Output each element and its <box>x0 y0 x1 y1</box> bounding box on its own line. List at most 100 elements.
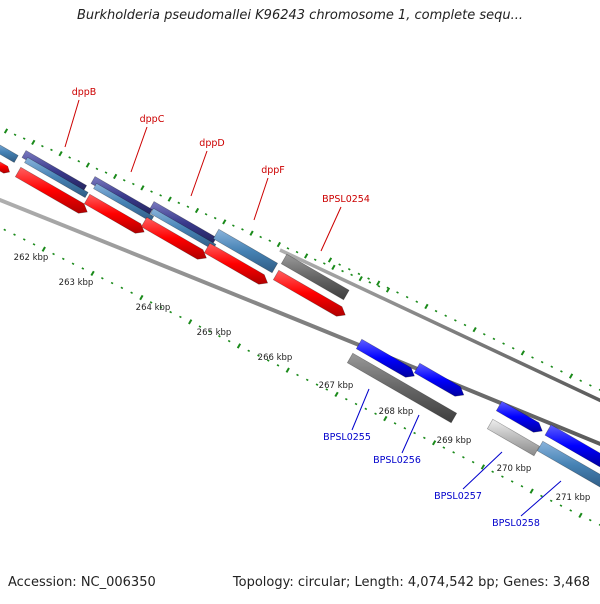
major-tick <box>570 374 573 378</box>
minor-tick <box>455 320 456 321</box>
label-leader-line <box>321 207 341 251</box>
scale-label: 262 kbp <box>14 253 49 263</box>
scale-label: 269 kbp <box>437 436 472 446</box>
major-tick <box>329 258 332 262</box>
gene-label-reverse[interactable]: BPSL0257 <box>434 491 482 502</box>
major-tick <box>189 320 192 324</box>
minor-tick <box>73 263 74 264</box>
accession-label: Accession: NC_006350 <box>8 575 156 590</box>
minor-tick <box>102 278 103 279</box>
label-leader-line <box>65 100 79 147</box>
minor-tick <box>4 229 5 230</box>
minor-tick <box>24 138 25 139</box>
minor-tick <box>349 269 350 270</box>
major-tick <box>250 231 253 235</box>
minor-tick <box>492 471 493 472</box>
minor-tick <box>324 263 325 264</box>
minor-tick <box>473 461 474 462</box>
minor-tick <box>351 274 352 275</box>
scale-label: 270 kbp <box>497 464 532 474</box>
major-tick <box>196 208 199 212</box>
minor-tick <box>315 259 316 260</box>
minor-tick <box>63 258 64 259</box>
major-tick <box>59 152 62 156</box>
major-tick <box>332 265 335 269</box>
major-tick <box>522 351 525 355</box>
minor-tick <box>78 161 79 162</box>
minor-tick <box>512 481 513 482</box>
gene-label-reverse[interactable]: BPSL0255 <box>323 432 371 443</box>
gene-label-forward[interactable]: dppD <box>199 138 224 149</box>
minor-tick <box>342 270 343 271</box>
minor-tick <box>97 168 98 169</box>
major-tick <box>141 186 144 190</box>
minor-tick <box>436 310 437 311</box>
major-tick <box>278 242 281 246</box>
minor-tick <box>542 361 543 362</box>
minor-tick <box>42 145 43 146</box>
minor-tick <box>14 234 15 235</box>
scale-label: 267 kbp <box>319 381 354 391</box>
feature-red-edge[interactable] <box>0 160 10 174</box>
minor-tick <box>463 457 464 458</box>
gene-label-forward[interactable]: dppF <box>261 165 285 176</box>
minor-tick <box>133 183 134 184</box>
minor-tick <box>407 296 408 297</box>
minor-tick <box>121 287 122 288</box>
major-tick <box>335 392 338 396</box>
minor-tick <box>414 432 415 433</box>
minor-tick <box>151 191 152 192</box>
minor-tick <box>397 292 398 293</box>
label-leader-line <box>254 178 268 220</box>
topology-summary: Topology: circular; Length: 4,074,542 bp… <box>233 575 590 590</box>
minor-tick <box>215 217 216 218</box>
minor-tick <box>359 273 360 274</box>
scale-label: 268 kbp <box>379 407 414 417</box>
minor-tick <box>416 301 417 302</box>
feature-blue-bpsl0256[interactable] <box>414 363 464 396</box>
minor-tick <box>233 225 234 226</box>
minor-tick <box>34 244 35 245</box>
minor-tick <box>368 278 369 279</box>
scale-label: 265 kbp <box>197 328 232 338</box>
minor-tick <box>445 315 446 316</box>
minor-tick <box>53 253 54 254</box>
minor-tick <box>590 519 591 520</box>
gene-label-forward[interactable]: dppC <box>140 114 165 125</box>
minor-tick <box>369 282 370 283</box>
minor-tick <box>365 408 366 409</box>
minor-tick <box>69 157 70 158</box>
minor-tick <box>112 282 113 283</box>
minor-tick <box>580 380 581 381</box>
minor-tick <box>494 338 495 339</box>
minor-tick <box>160 195 161 196</box>
minor-tick <box>317 384 318 385</box>
major-tick <box>32 140 35 144</box>
minor-tick <box>24 239 25 240</box>
minor-tick <box>131 292 132 293</box>
minor-tick <box>15 134 16 135</box>
major-tick <box>482 465 485 469</box>
major-tick <box>91 271 94 275</box>
minor-tick <box>248 350 249 351</box>
minor-tick <box>307 379 308 380</box>
feature-steelblue-edge[interactable] <box>0 142 18 163</box>
minor-tick <box>561 371 562 372</box>
minor-tick <box>387 287 388 288</box>
minor-tick <box>513 348 514 349</box>
gene-label-forward[interactable]: dppB <box>72 87 97 98</box>
minor-tick <box>532 357 533 358</box>
gene-label-reverse[interactable]: BPSL0256 <box>373 455 421 466</box>
major-tick <box>359 276 362 280</box>
gene-label-reverse[interactable]: BPSL0258 <box>492 518 540 529</box>
minor-tick <box>424 437 425 438</box>
minor-tick <box>395 423 396 424</box>
minor-tick <box>124 180 125 181</box>
minor-tick <box>297 374 298 375</box>
major-tick <box>114 174 117 178</box>
gene-label-forward[interactable]: BPSL0254 <box>322 194 370 205</box>
minor-tick <box>51 149 52 150</box>
minor-tick <box>443 447 444 448</box>
